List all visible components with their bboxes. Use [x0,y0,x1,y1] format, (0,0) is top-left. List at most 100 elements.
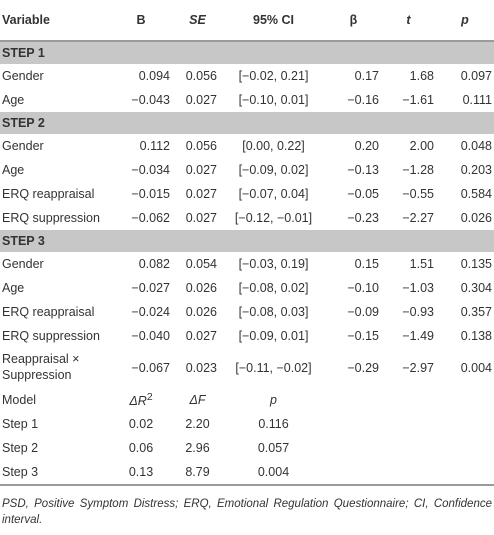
cell-b: −0.027 [131,281,170,295]
cell-beta: −0.23 [347,211,379,225]
cell-t: −1.03 [402,281,434,295]
cell-model-p: 0.116 [258,417,289,431]
cell-variable: ERQ reappraisal [2,305,95,319]
cell-delta-r2: 0.13 [108,460,174,486]
cell-t: −1.49 [402,329,434,343]
cell-ci: [0.00, 0.22] [242,139,305,153]
table-row: Reappraisal × Suppression −0.067 0.023 [… [0,348,494,388]
cell-b: −0.024 [131,305,170,319]
cell-se: 0.056 [185,69,217,83]
cell-se: 0.026 [185,305,217,319]
cell-beta: −0.09 [347,305,379,319]
step-3-header: STEP 3 [0,230,494,252]
col-header-se: SE [174,0,221,42]
empty-cell [326,436,381,460]
cell-se: 0.054 [185,257,217,271]
model-header-delta-r2: ΔR2 [108,388,174,412]
cell-t: −1.28 [402,163,434,177]
cell-beta: 0.15 [354,257,379,271]
cell-delta-f: 2.96 [185,441,210,455]
cell-se: 0.023 [185,361,217,375]
step-title: STEP 1 [0,41,494,64]
cell-beta: −0.15 [347,329,379,343]
cell-p: 0.138 [460,329,492,343]
cell-variable: ERQ suppression [2,211,100,225]
cell-se: 0.026 [185,281,217,295]
header-row: Variable B SE 95% CI β t p [0,0,494,42]
cell-ci: [−0.12, −0.01] [234,211,313,225]
cell-p: 0.004 [460,361,492,375]
empty-cell [326,460,381,486]
col-header-beta: β [326,0,381,42]
model-row: Step 1 0.02 2.20 0.116 [0,412,494,436]
cell-variable: Age [2,93,25,107]
step-title: STEP 3 [0,230,494,252]
table-body: STEP 1 Gender 0.094 0.056 [−0.02, 0.21] … [0,41,494,486]
cell-variable: Age [2,281,25,295]
empty-cell [381,412,436,436]
cell-t: −2.27 [402,211,434,225]
cell-delta-r2: 0.02 [128,417,154,431]
cell-variable: ERQ suppression [2,329,100,343]
cell-p: 0.111 [462,93,492,107]
col-header-variable: Variable [0,0,108,42]
cell-p: 0.097 [460,69,492,83]
cell-b: −0.034 [131,163,170,177]
cell-model: Step 2 [2,441,39,455]
cell-variable: Gender [2,139,44,153]
cell-t: −1.61 [402,93,434,107]
table-row: Gender 0.112 0.056 [0.00, 0.22] 0.20 2.0… [0,134,494,158]
empty-cell [326,412,381,436]
cell-b: −0.015 [131,187,170,201]
cell-ci: [−0.09, 0.02] [238,163,309,177]
cell-p: 0.135 [460,257,492,271]
cell-ci: [−0.10, 0.01] [238,93,309,107]
cell-model-p: 0.004 [221,460,326,486]
cell-t: 1.51 [409,257,434,271]
table-row: ERQ reappraisal −0.015 0.027 [−0.07, 0.0… [0,182,494,206]
empty-cell [326,388,381,412]
cell-t: 2.00 [409,139,434,153]
step-2-header: STEP 2 [0,112,494,134]
table-row: Gender 0.082 0.054 [−0.03, 0.19] 0.15 1.… [0,252,494,276]
cell-b: 0.082 [138,257,170,271]
table-row: ERQ suppression −0.040 0.027 [−0.09, 0.0… [0,324,494,348]
cell-beta: 0.17 [354,69,379,83]
cell-p: 0.048 [460,139,492,153]
empty-cell [436,412,494,436]
cell-variable: Gender [2,69,44,83]
cell-b: −0.043 [131,93,170,107]
cell-model-p: 0.057 [257,441,290,455]
cell-b: −0.067 [131,361,170,375]
table-row: Age −0.043 0.027 [−0.10, 0.01] −0.16 −1.… [0,88,494,112]
cell-delta-f: 2.20 [185,417,210,431]
model-row: Step 2 0.06 2.96 0.057 [0,436,494,460]
cell-beta: −0.05 [347,187,379,201]
cell-t: −0.93 [402,305,434,319]
table-row: ERQ suppression −0.062 0.027 [−0.12, −0.… [0,206,494,230]
cell-p: 0.026 [460,211,492,225]
cell-se: 0.027 [185,163,217,177]
cell-p: 0.304 [460,281,492,295]
cell-model: Step 3 [0,460,108,486]
table-row: Age −0.034 0.027 [−0.09, 0.02] −0.13 −1.… [0,158,494,182]
regression-table: Variable B SE 95% CI β t p STEP 1 Gender… [0,0,494,486]
cell-variable: Age [2,163,25,177]
cell-t: −2.97 [402,361,434,375]
empty-cell [381,388,436,412]
cell-b: 0.094 [138,69,170,83]
cell-beta: −0.29 [347,361,379,375]
cell-t: 1.68 [409,69,434,83]
cell-b: −0.040 [131,329,170,343]
model-row: Step 3 0.13 8.79 0.004 [0,460,494,486]
col-header-t: t [381,0,436,42]
cell-ci: [−0.02, 0.21] [238,69,309,83]
table-footnote: PSD, Positive Symptom Distress; ERQ, Emo… [2,498,492,527]
col-header-p: p [436,0,494,42]
p-text: p [270,393,277,407]
cell-ci: [−0.08, 0.02] [238,281,309,295]
delta-f-text: ΔF [189,393,206,407]
cell-beta: −0.13 [347,163,379,177]
empty-cell [381,436,436,460]
cell-se: 0.027 [185,93,217,107]
